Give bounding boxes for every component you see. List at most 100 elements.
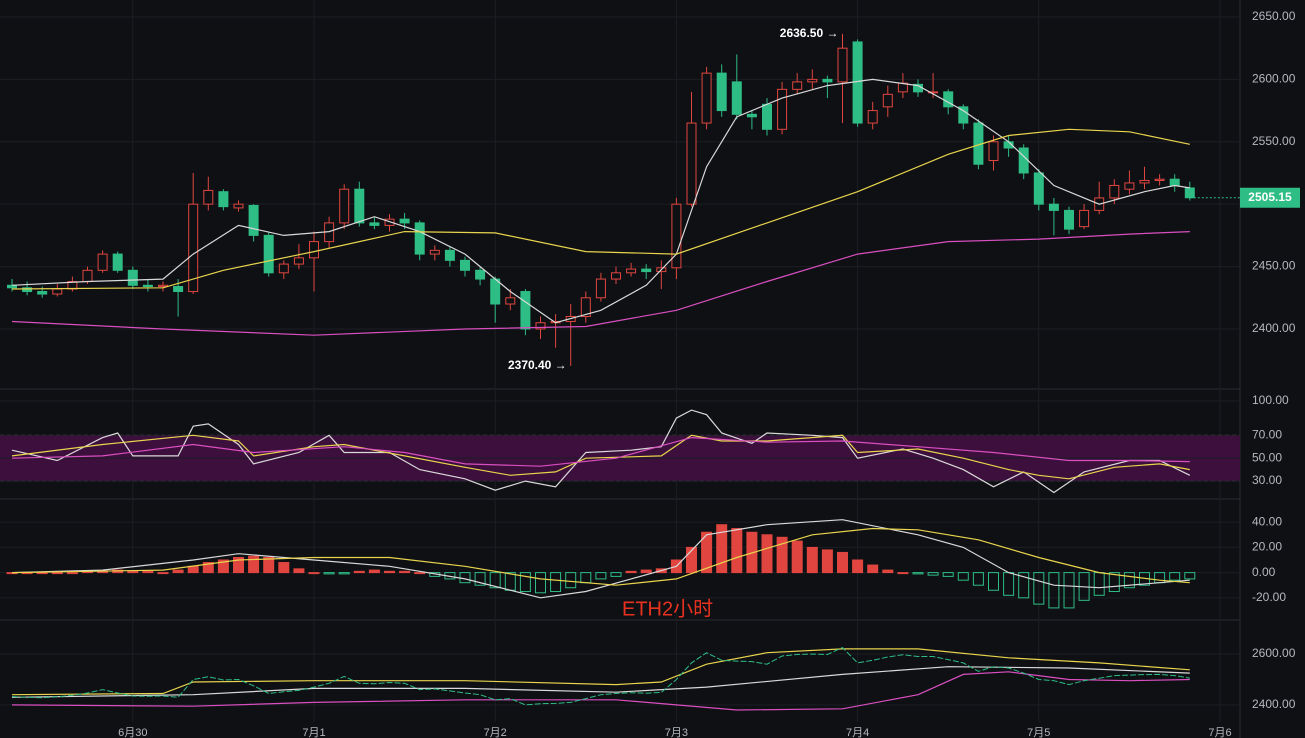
- candle-body: [520, 291, 531, 330]
- candle-body: [746, 113, 757, 118]
- macd-bar: [1123, 572, 1135, 589]
- last-price-label: 2505.15: [1248, 190, 1292, 204]
- y-tick-label: 2600.00: [1252, 72, 1296, 86]
- candle-body: [777, 88, 788, 130]
- candle-body: [686, 122, 697, 205]
- macd-bar: [1018, 572, 1030, 599]
- candle-body: [731, 81, 742, 115]
- y-tick-label: 100.00: [1252, 393, 1289, 407]
- candle-body: [475, 269, 486, 280]
- candle-body: [1048, 203, 1059, 211]
- macd-bar: [625, 570, 637, 574]
- macd-bar: [927, 572, 939, 576]
- macd-bar: [1033, 572, 1045, 605]
- y-tick-label: -20.00: [1252, 590, 1286, 604]
- candle-body: [460, 259, 470, 271]
- candle-body: [626, 268, 637, 274]
- candle-body: [867, 110, 878, 124]
- indicator-line: [11, 436, 1190, 467]
- candle-body: [248, 204, 259, 236]
- candle-body: [97, 253, 108, 271]
- macd-bar: [565, 572, 577, 589]
- macd-bar: [897, 572, 909, 575]
- candle-body: [505, 297, 516, 305]
- macd-bar: [821, 549, 833, 574]
- macd-bar: [837, 551, 848, 574]
- y-tick-label: 40.00: [1252, 514, 1282, 528]
- macd-bar: [36, 572, 48, 575]
- macd-bar: [867, 564, 879, 574]
- indicator-line: [11, 671, 1190, 711]
- macd-bar: [172, 569, 184, 574]
- macd-bar: [942, 572, 954, 577]
- indicator-line: [11, 231, 1190, 336]
- y-tick-label: 20.00: [1252, 540, 1282, 554]
- macd-bar: [519, 572, 531, 593]
- macd-bar: [731, 527, 743, 574]
- y-tick-label: 2650.00: [1252, 9, 1296, 23]
- macd-bar: [595, 572, 607, 580]
- candle-body: [641, 268, 652, 273]
- candle-body: [822, 78, 833, 83]
- macd-bar: [912, 572, 924, 575]
- indicator-line: [11, 527, 1190, 586]
- indicator-line: [11, 409, 1191, 494]
- macd-bar: [761, 534, 773, 574]
- macd-bar: [338, 572, 350, 575]
- macd-bar: [278, 562, 290, 574]
- macd-bar: [414, 572, 426, 575]
- last-price-tag: [1240, 187, 1300, 208]
- candle-body: [369, 222, 380, 226]
- y-tick-label: 30.00: [1252, 473, 1282, 487]
- candle-body: [882, 93, 893, 108]
- candle-body: [142, 284, 153, 288]
- macd-bar: [852, 559, 864, 574]
- y-tick-label: 70.00: [1252, 427, 1282, 441]
- candle-body: [762, 103, 772, 130]
- macd-bar: [384, 570, 395, 574]
- candle-body: [611, 272, 621, 280]
- candle-body: [1154, 178, 1165, 181]
- macd-bar: [217, 559, 229, 574]
- macd-bar: [610, 572, 622, 577]
- candle-body: [429, 249, 440, 255]
- macd-bar: [957, 572, 969, 581]
- candle-body: [716, 72, 727, 112]
- macd-bar: [66, 572, 78, 575]
- candle-body: [988, 141, 999, 161]
- x-tick-label: 6月30: [118, 727, 147, 738]
- candle-body: [173, 286, 184, 293]
- x-tick-label: 7月3: [665, 727, 688, 738]
- macd-bar: [248, 555, 260, 574]
- candle-body: [52, 288, 63, 295]
- candle-body: [309, 241, 319, 259]
- candle-body: [928, 91, 939, 94]
- candle-body: [1018, 147, 1029, 174]
- candle-body: [263, 234, 274, 274]
- x-tick-label: 7月4: [846, 727, 869, 738]
- y-tick-label: 2400.00: [1252, 321, 1296, 335]
- macd-bar: [882, 569, 894, 574]
- extreme-annotation: 2636.50 →: [780, 26, 839, 40]
- macd-bar: [701, 531, 713, 574]
- macd-bar: [293, 568, 305, 574]
- y-tick-label: 50.00: [1252, 450, 1282, 464]
- y-tick-label: 2400.00: [1252, 697, 1296, 711]
- macd-bar: [988, 572, 999, 591]
- candle-body: [595, 278, 606, 299]
- candle-body: [1064, 209, 1074, 230]
- candle-body: [127, 269, 138, 286]
- candle-body: [218, 191, 229, 208]
- y-tick-label: 0.00: [1252, 565, 1276, 579]
- candle-body: [1033, 172, 1044, 205]
- macd-bar: [1048, 572, 1060, 609]
- candle-body: [1169, 178, 1180, 186]
- macd-bar: [535, 572, 546, 594]
- candle-body: [414, 222, 425, 255]
- indicator-line: [11, 128, 1190, 290]
- candle-body: [278, 263, 289, 274]
- indicator-line: [11, 648, 1190, 696]
- macd-bar: [716, 524, 728, 574]
- mini-price-line: [11, 646, 1190, 706]
